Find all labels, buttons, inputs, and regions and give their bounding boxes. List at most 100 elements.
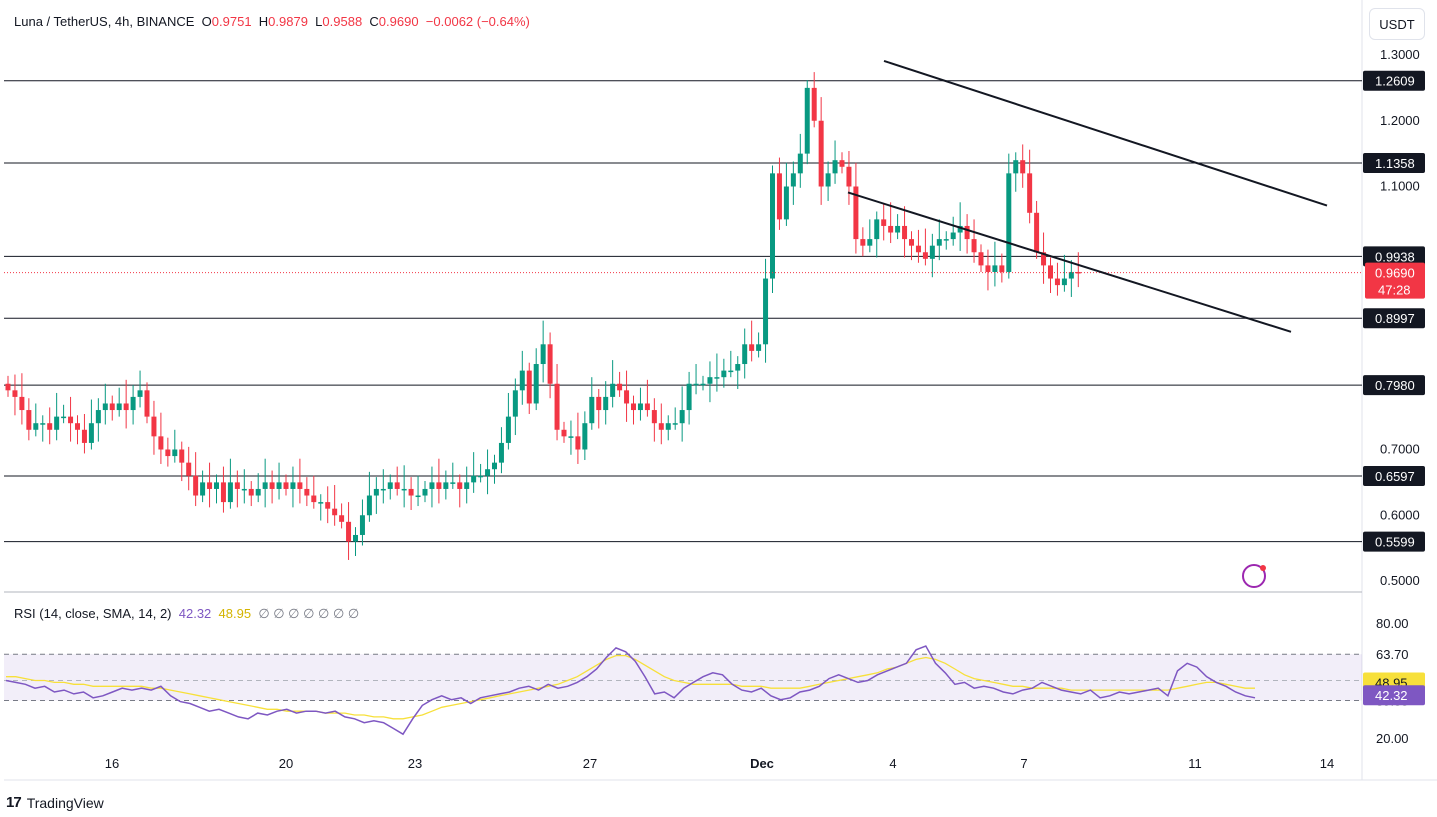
candle-body xyxy=(547,344,553,384)
candle-body xyxy=(797,153,803,174)
candle-body xyxy=(533,364,539,404)
candle-body xyxy=(109,403,115,411)
candle-body xyxy=(325,502,331,509)
candle-body xyxy=(220,482,226,503)
channel-upper-line xyxy=(883,59,1328,207)
level-label: 0.6597 xyxy=(1375,469,1415,484)
candle-body xyxy=(881,219,887,226)
y-tick-label: 1.2000 xyxy=(1380,113,1420,128)
candle-body xyxy=(19,396,25,411)
candle-body xyxy=(742,344,748,365)
candle-body xyxy=(464,482,470,489)
alert-badge-icon xyxy=(1260,565,1266,571)
candle-body xyxy=(1020,160,1026,174)
candle-body xyxy=(832,160,838,174)
x-tick-label: 20 xyxy=(279,756,293,771)
level-label: 0.5599 xyxy=(1375,535,1415,550)
rsi-label[interactable]: RSI (14, close, SMA, 14, 2) xyxy=(14,606,172,621)
candle-body xyxy=(172,449,178,457)
candle-body xyxy=(248,488,254,496)
candle-body xyxy=(1034,212,1040,253)
candle-body xyxy=(241,488,247,491)
candle-body xyxy=(776,173,782,220)
candle-body xyxy=(1006,173,1012,272)
candle-body xyxy=(693,383,699,386)
level-label-box xyxy=(1363,152,1425,173)
candle-body xyxy=(1041,252,1047,266)
candle-body xyxy=(116,403,122,411)
candle-body xyxy=(971,239,977,253)
candle-body xyxy=(75,423,80,430)
candle-body xyxy=(1013,160,1019,174)
candle-body xyxy=(617,383,623,391)
candle-body xyxy=(193,475,199,496)
candle-body xyxy=(922,252,928,259)
rsi-sma-value: 48.95 xyxy=(218,606,252,621)
x-tick-label: 7 xyxy=(1020,756,1027,771)
candle-body xyxy=(68,416,74,424)
candle-body xyxy=(492,462,497,470)
candle-body xyxy=(943,239,949,241)
candle-body xyxy=(672,423,678,425)
candle-body xyxy=(915,245,921,253)
low-value: 0.9588 xyxy=(322,14,363,29)
candle-body xyxy=(297,482,303,489)
candle-body xyxy=(359,515,365,535)
y-tick-label: 0.7000 xyxy=(1380,442,1420,457)
candle-body xyxy=(450,482,456,484)
candle-body xyxy=(624,390,630,404)
tradingview-logo-icon[interactable]: 17 xyxy=(6,794,22,811)
candle-body xyxy=(589,396,595,424)
open-label: O xyxy=(201,14,212,29)
high-label: H xyxy=(258,14,269,29)
candle-body xyxy=(540,344,546,365)
x-tick-label: 27 xyxy=(583,756,597,771)
chart-header: Luna / TetherUS, 4h, BINANCE O0.9751 H0.… xyxy=(14,14,530,29)
candle-body xyxy=(1027,173,1033,213)
candle-body xyxy=(1048,265,1053,279)
candle-body xyxy=(498,442,504,463)
candle-body xyxy=(825,173,831,187)
rsi-line xyxy=(5,645,1256,736)
candle-body xyxy=(756,344,762,351)
close-value: 0.9690 xyxy=(378,14,419,29)
candle-body xyxy=(888,225,894,233)
candle-body xyxy=(992,265,998,272)
candle-body xyxy=(631,403,636,411)
candle-body xyxy=(735,364,741,371)
level-label-box xyxy=(1363,70,1425,91)
brand-label[interactable]: TradingView xyxy=(26,794,104,811)
level-label: 0.9938 xyxy=(1375,249,1415,264)
candle-body xyxy=(373,488,379,496)
candle-body xyxy=(262,482,268,489)
candle-body xyxy=(978,252,984,266)
rsi-extra: ∅ ∅ ∅ ∅ ∅ ∅ ∅ xyxy=(258,606,360,621)
candle-body xyxy=(554,383,560,430)
candle-body xyxy=(290,482,296,489)
candle-body xyxy=(366,495,372,516)
y-tick-label: 0.6000 xyxy=(1380,507,1420,522)
level-label-box xyxy=(1363,531,1425,552)
currency-button[interactable]: USDT xyxy=(1369,8,1425,40)
rsi-header: RSI (14, close, SMA, 14, 2) 42.32 48.95 … xyxy=(14,606,359,622)
candle-body xyxy=(749,344,755,351)
candle-body xyxy=(839,160,845,167)
candle-body xyxy=(950,232,956,240)
candle-body xyxy=(512,390,518,417)
candle-body xyxy=(860,239,866,246)
candle-body xyxy=(874,219,880,240)
candle-body xyxy=(637,403,643,411)
y-tick-label: 1.3000 xyxy=(1380,47,1420,62)
candle-body xyxy=(665,423,671,430)
candle-body xyxy=(985,265,991,272)
candle-body xyxy=(610,383,616,397)
candle-body xyxy=(957,225,963,233)
candle-body xyxy=(596,396,602,411)
symbol-label[interactable]: Luna / TetherUS, 4h, BINANCE xyxy=(14,14,195,29)
change-value: −0.0062 (−0.64%) xyxy=(425,14,530,29)
x-tick-label: 4 xyxy=(889,756,896,771)
candle-body xyxy=(394,482,400,489)
candle-body xyxy=(255,488,261,496)
candle-body xyxy=(422,488,428,496)
